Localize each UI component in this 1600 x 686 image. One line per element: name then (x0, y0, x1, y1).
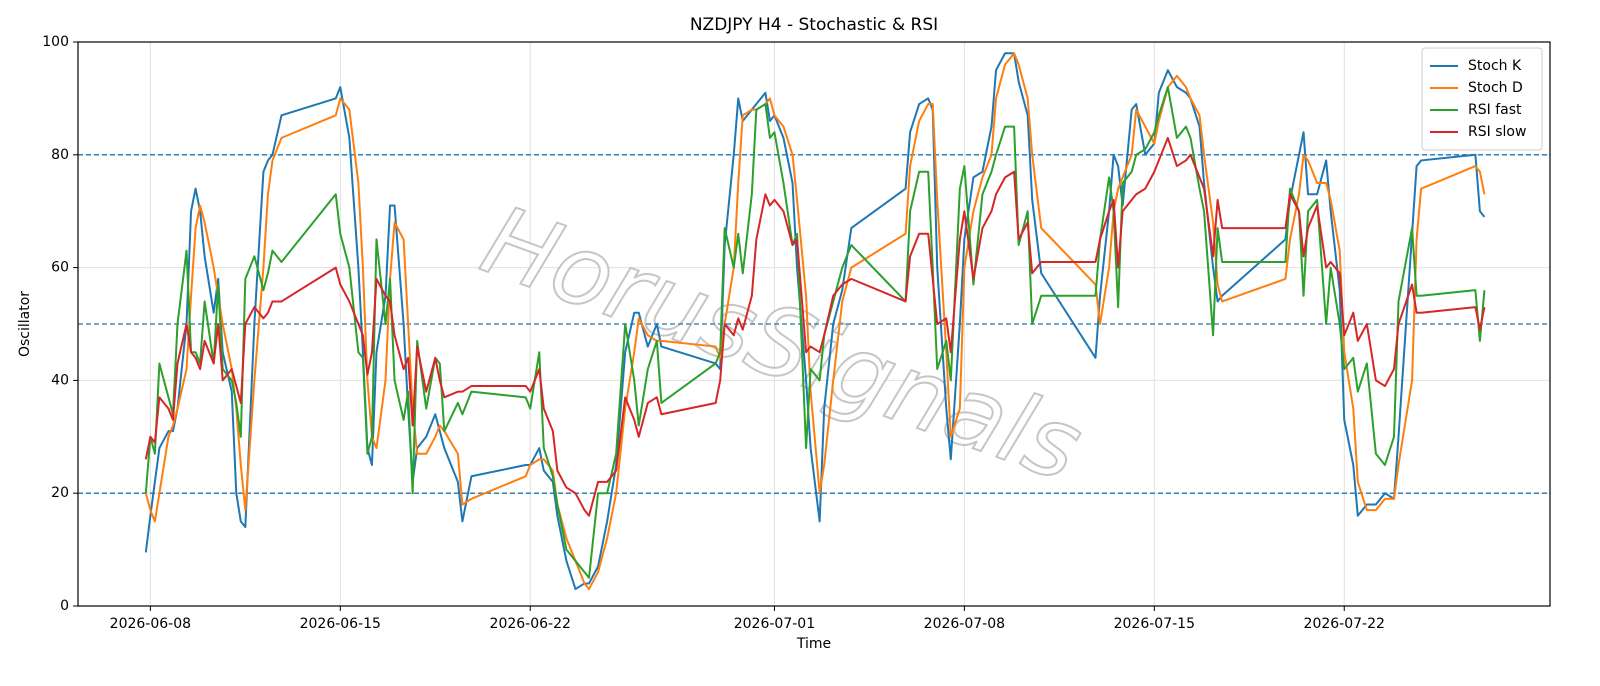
y-tick-label: 0 (60, 598, 69, 614)
y-tick-label: 80 (51, 147, 69, 163)
x-tick-label: 2026-07-15 (1114, 616, 1195, 632)
series-line (144, 136, 1486, 517)
legend-box (1421, 47, 1543, 151)
x-tick-label: 2026-06-22 (490, 616, 571, 632)
legend-label: Stoch K (1468, 58, 1522, 74)
legend: Stoch K Stoch D RSI fast RSI slow (1421, 47, 1543, 151)
legend-label: RSI slow (1468, 124, 1526, 140)
series-line (144, 86, 1486, 579)
y-tick-label: 100 (42, 34, 69, 50)
y-tick-label: 20 (51, 485, 69, 501)
y-tick-label: 40 (51, 372, 69, 388)
x-tick-label: 2026-06-15 (300, 616, 381, 632)
x-axis-label: Time (796, 636, 831, 652)
y-axis-label: Oscillator (17, 291, 33, 357)
x-tick-label: 2026-07-08 (924, 616, 1005, 632)
x-tick-label: 2026-06-08 (110, 616, 191, 632)
y-tick-label: 60 (51, 260, 69, 276)
legend-label: Stoch D (1468, 80, 1523, 96)
x-tick-label: 2026-07-22 (1304, 616, 1385, 632)
plot-frame (77, 41, 1551, 607)
x-tick-label: 2026-07-01 (734, 616, 815, 632)
legend-label: RSI fast (1468, 102, 1522, 118)
chart-title: NZDJPY H4 - Stochastic & RSI (690, 15, 938, 35)
